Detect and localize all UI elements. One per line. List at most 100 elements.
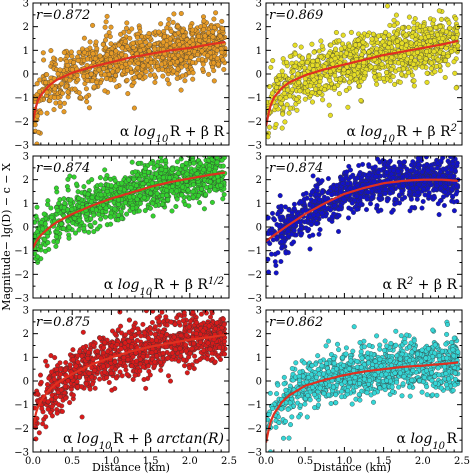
scatter-point [85, 56, 90, 62]
scatter-point [267, 124, 272, 130]
scatter-point [81, 49, 87, 55]
scatter-point [174, 159, 180, 165]
scatter-point [364, 207, 369, 213]
y-tick-label: 3 [23, 152, 29, 163]
scatter-point [302, 76, 308, 82]
scatter-point [392, 81, 398, 87]
scatter-point [445, 53, 451, 59]
scatter-point [368, 64, 374, 70]
scatter-point [412, 16, 418, 22]
scatter-point [59, 81, 65, 87]
scatter-point [314, 184, 320, 190]
scatter-point [415, 189, 421, 195]
scatter-point [164, 77, 170, 83]
scatter-point [174, 196, 180, 202]
scatter-point [176, 42, 182, 48]
scatter-point [278, 100, 284, 106]
scatter-point [33, 213, 39, 219]
scatter-point [314, 62, 320, 68]
scatter-point [65, 218, 71, 224]
scatter-point [365, 33, 371, 39]
scatter-point [186, 203, 192, 209]
scatter-point [328, 42, 334, 48]
scatter-point [379, 61, 385, 67]
scatter-point [103, 37, 108, 43]
scatter-point [317, 79, 323, 85]
scatter-point [270, 210, 275, 216]
scatter-point [179, 192, 185, 198]
scatter-point [154, 146, 159, 151]
scatter-point [156, 29, 162, 35]
scatter-point [171, 68, 176, 74]
scatter-point [424, 79, 430, 85]
scatter-point [417, 55, 423, 61]
scatter-point [319, 189, 325, 195]
scatter-point [191, 182, 197, 188]
scatter-point [88, 71, 94, 77]
scatter-point [385, 45, 391, 51]
scatter-point [311, 212, 317, 218]
scatter-point [129, 26, 135, 32]
scatter-point [209, 199, 215, 205]
scatter-point [203, 149, 208, 154]
scatter-point [376, 33, 381, 39]
scatter-point [278, 207, 284, 213]
correlation-label: r=0.874 [269, 161, 323, 176]
scatter-point [202, 33, 208, 39]
scatter-point [435, 57, 441, 63]
scatter-point [403, 147, 408, 152]
scatter-point [414, 49, 420, 55]
scatter-point [338, 46, 344, 52]
scatter-point [439, 149, 444, 154]
scatter-point [345, 69, 351, 75]
scatter-point [360, 39, 366, 45]
scatter-point [36, 129, 42, 135]
scatter-point [96, 67, 102, 73]
scatter-point [282, 119, 288, 125]
scatter-point [374, 46, 380, 52]
scatter-point [81, 226, 87, 231]
scatter-point [338, 189, 344, 195]
scatter-point [316, 231, 322, 237]
scatter-point [449, 49, 455, 54]
scatter-point [396, 60, 401, 66]
scatter-point [361, 76, 367, 81]
scatter-point [181, 33, 187, 39]
scatter-point [191, 366, 197, 372]
scatter-point [45, 240, 51, 246]
scatter-point [81, 184, 87, 190]
scatter-point [51, 107, 57, 113]
scatter-point [268, 64, 274, 70]
scatter-point [419, 169, 425, 175]
scatter-point [382, 191, 388, 196]
scatter-point [387, 22, 393, 28]
scatter-point [48, 48, 54, 54]
scatter-point [446, 20, 452, 26]
scatter-point [159, 67, 165, 72]
scatter-point [43, 80, 49, 86]
scatter-point [199, 48, 205, 54]
scatter-point [389, 54, 395, 60]
scatter-point [57, 67, 63, 73]
scatter-point [269, 90, 275, 96]
scatter-point [299, 59, 305, 65]
scatter-point [124, 68, 130, 73]
scatter-point [454, 28, 460, 34]
scatter-point [174, 76, 180, 81]
scatter-point [213, 10, 219, 16]
scatter-point [360, 45, 366, 50]
scatter-point [220, 196, 226, 202]
scatter-point [169, 208, 175, 214]
scatter-point [438, 158, 444, 164]
scatter-point [194, 171, 200, 177]
scatter-point [409, 205, 415, 211]
scatter-point [283, 218, 289, 224]
scatter-point [144, 178, 150, 184]
scatter-point [164, 42, 170, 48]
scatter-point [312, 198, 318, 204]
scatter-point [345, 104, 351, 110]
scatter-point [329, 214, 335, 220]
scatter-point [428, 60, 434, 66]
scatter-point [309, 41, 315, 47]
scatter-point [314, 221, 320, 227]
